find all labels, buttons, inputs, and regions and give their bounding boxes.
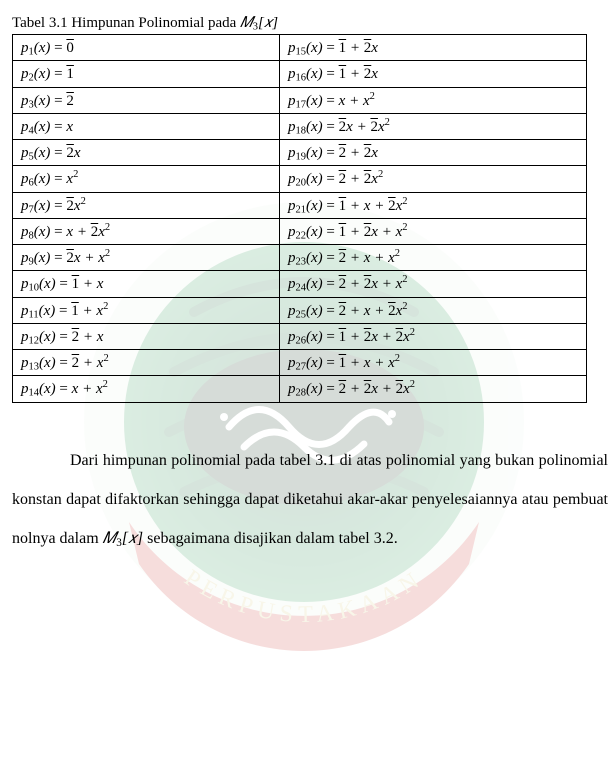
poly-cell-right: p22(x) = 1 + 2x + x2 [280, 218, 587, 244]
poly-cell-left: p3(x) = 2 [13, 87, 280, 113]
poly-cell-right: p19(x) = 2 + 2x [280, 140, 587, 166]
poly-cell-left: p12(x) = 2 + x [13, 323, 280, 349]
poly-cell-right: p26(x) = 1 + 2x + 2x2 [280, 323, 587, 349]
poly-cell-right: p15(x) = 1 + 2x [280, 35, 587, 61]
poly-cell-right: p20(x) = 2 + 2x2 [280, 166, 587, 192]
poly-cell-left: p8(x) = x + 2x2 [13, 218, 280, 244]
svg-text:PERPUSTAKAAN: PERPUSTAKAAN [180, 565, 429, 628]
table-row: p5(x) = 2xp19(x) = 2 + 2x [13, 140, 587, 166]
poly-cell-right: p28(x) = 2 + 2x + 2x2 [280, 376, 587, 402]
poly-cell-right: p27(x) = 1 + x + x2 [280, 350, 587, 376]
table-row: p9(x) = 2x + x2p23(x) = 2 + x + x2 [13, 245, 587, 271]
table-row: p8(x) = x + 2x2p22(x) = 1 + 2x + x2 [13, 218, 587, 244]
poly-cell-left: p1(x) = 0 [13, 35, 280, 61]
poly-cell-left: p14(x) = x + x2 [13, 376, 280, 402]
table-row: p4(x) = xp18(x) = 2x + 2x2 [13, 113, 587, 139]
poly-cell-right: p25(x) = 2 + x + 2x2 [280, 297, 587, 323]
table-row: p12(x) = 2 + xp26(x) = 1 + 2x + 2x2 [13, 323, 587, 349]
poly-cell-right: p16(x) = 1 + 2x [280, 61, 587, 87]
poly-cell-left: p4(x) = x [13, 113, 280, 139]
body-paragraph: Dari himpunan polinomial pada tabel 3.1 … [12, 441, 608, 559]
poly-cell-left: p11(x) = 1 + x2 [13, 297, 280, 323]
poly-cell-left: p6(x) = x2 [13, 166, 280, 192]
caption-math: 𝑀3[𝑥] [240, 15, 278, 31]
table-row: p6(x) = x2p20(x) = 2 + 2x2 [13, 166, 587, 192]
poly-cell-right: p23(x) = 2 + x + x2 [280, 245, 587, 271]
poly-cell-left: p9(x) = 2x + x2 [13, 245, 280, 271]
table-row: p13(x) = 2 + x2p27(x) = 1 + x + x2 [13, 350, 587, 376]
table-row: p3(x) = 2p17(x) = x + x2 [13, 87, 587, 113]
caption-text: Tabel 3.1 Himpunan Polinomial pada [12, 15, 240, 31]
poly-cell-left: p2(x) = 1 [13, 61, 280, 87]
para-math: 𝑀3[𝑥] [103, 530, 144, 547]
poly-cell-left: p13(x) = 2 + x2 [13, 350, 280, 376]
poly-cell-right: p18(x) = 2x + 2x2 [280, 113, 587, 139]
poly-cell-right: p21(x) = 1 + x + 2x2 [280, 192, 587, 218]
poly-cell-left: p7(x) = 2x2 [13, 192, 280, 218]
poly-cell-left: p5(x) = 2x [13, 140, 280, 166]
table-row: p10(x) = 1 + xp24(x) = 2 + 2x + x2 [13, 271, 587, 297]
table-row: p2(x) = 1p16(x) = 1 + 2x [13, 61, 587, 87]
polynomial-table: p1(x) = 0p15(x) = 1 + 2xp2(x) = 1p16(x) … [12, 34, 587, 403]
poly-cell-left: p10(x) = 1 + x [13, 271, 280, 297]
poly-cell-right: p24(x) = 2 + 2x + x2 [280, 271, 587, 297]
table-row: p14(x) = x + x2p28(x) = 2 + 2x + 2x2 [13, 376, 587, 402]
watermark-ribbon-text: PERPUSTAKAAN [180, 565, 429, 628]
para-part-c: sebagaimana disajikan dalam tabel 3.2. [143, 530, 398, 547]
table-caption: Tabel 3.1 Himpunan Polinomial pada 𝑀3[𝑥] [12, 14, 608, 32]
poly-cell-right: p17(x) = x + x2 [280, 87, 587, 113]
table-row: p1(x) = 0p15(x) = 1 + 2x [13, 35, 587, 61]
table-row: p11(x) = 1 + x2p25(x) = 2 + x + 2x2 [13, 297, 587, 323]
table-row: p7(x) = 2x2p21(x) = 1 + x + 2x2 [13, 192, 587, 218]
